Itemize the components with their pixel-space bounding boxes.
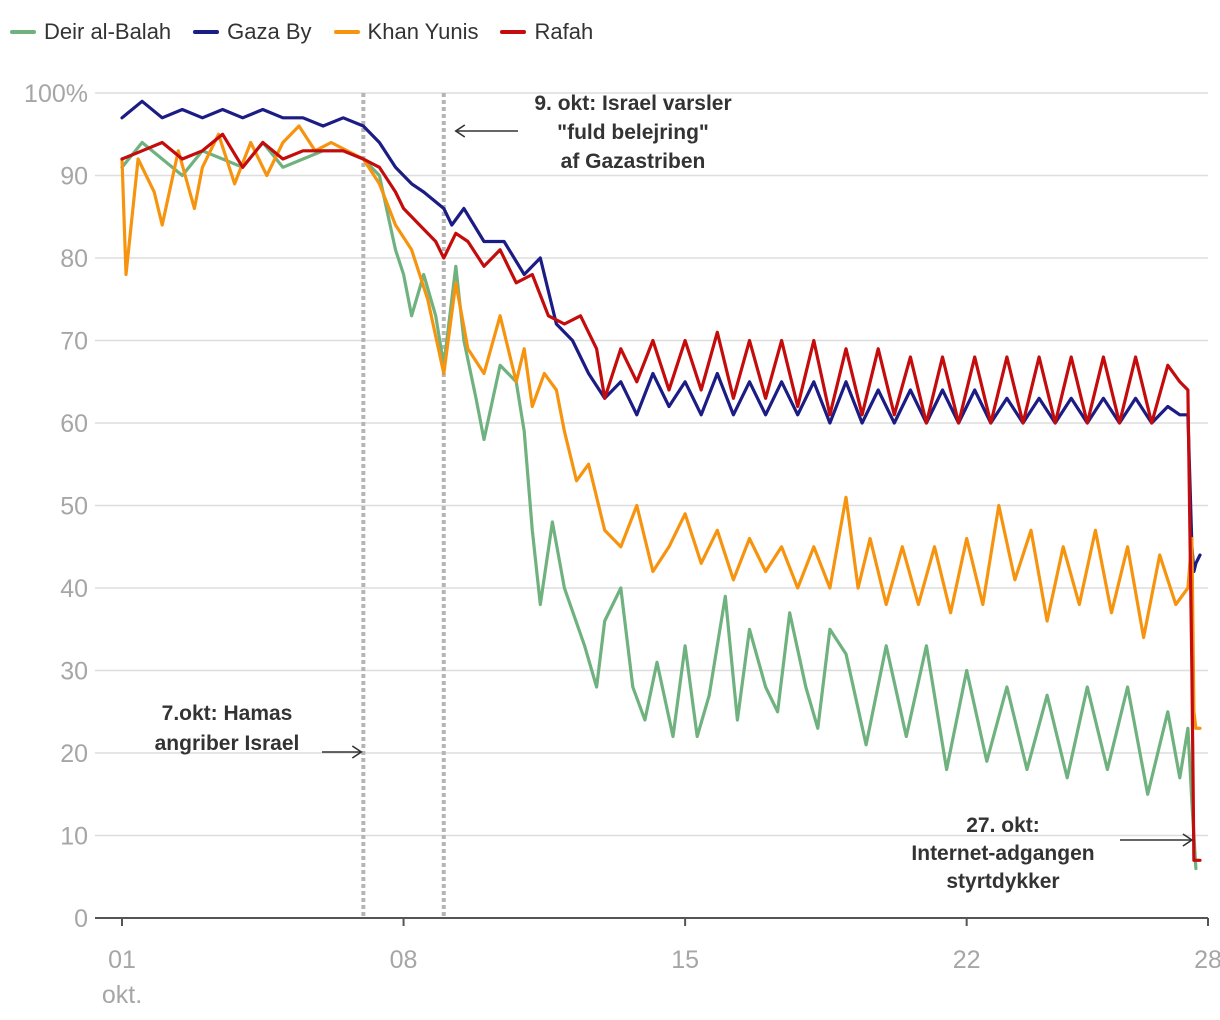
y-tick-label: 100% (24, 80, 88, 108)
plot-area (120, 99, 1202, 871)
x-axis-month-label: okt. (102, 981, 142, 1009)
annotation-text: af Gazastriben (561, 150, 706, 173)
y-tick-label: 80 (60, 245, 88, 273)
annotation-text: angriber Israel (155, 732, 300, 755)
x-tick-label: 22 (953, 946, 981, 974)
annotation-text: "fuld belejring" (557, 121, 709, 144)
y-tick-label: 30 (60, 658, 88, 686)
annotation-text: 7.okt: Hamas (162, 702, 293, 725)
legend-swatch (10, 30, 36, 34)
legend-item: Rafah (500, 19, 593, 45)
series-line (120, 99, 1202, 574)
legend-label: Rafah (534, 19, 594, 44)
x-tick-label: 01 (108, 946, 136, 974)
annotation-text: styrtdykker (946, 870, 1059, 893)
series-line (120, 132, 1202, 862)
series-line (120, 124, 1202, 730)
event-markers (361, 93, 446, 918)
legend-item: Deir al-Balah (10, 19, 171, 45)
annotation-text: 27. okt: (966, 814, 1040, 837)
legend-label: Gaza By (227, 19, 312, 44)
annotation-arrowhead (454, 124, 466, 138)
x-tick-label: 28 (1194, 946, 1220, 974)
legend-label: Khan Yunis (367, 19, 479, 44)
y-tick-label: 40 (60, 575, 88, 603)
annotation-arrowhead (1182, 833, 1194, 847)
y-tick-label: 20 (60, 740, 88, 768)
annotation-text: Internet-adgangen (911, 842, 1094, 865)
annotations: 7.okt: Hamas angriber Israel 9. okt: Israe… (155, 92, 1194, 893)
gridlines (95, 92, 1208, 837)
legend: Deir al-Balah Gaza By Khan Yunis Rafah (10, 14, 593, 50)
y-tick-label: 70 (60, 328, 88, 356)
y-tick-label: 90 (60, 163, 88, 191)
y-tick-label: 60 (60, 410, 88, 438)
axes: 0 10 20 30 40 50 60 70 80 90 100% 01 08 15 22 28 okt. (24, 80, 1220, 1009)
annotation-arrowhead (351, 745, 363, 759)
legend-item: Khan Yunis (333, 19, 479, 45)
legend-item: Gaza By (193, 19, 312, 45)
legend-swatch (333, 30, 360, 34)
annotation-text: 9. okt: Israel varsler (534, 92, 731, 115)
x-tick-label: 15 (671, 946, 699, 974)
legend-label: Deir al-Balah (44, 19, 172, 44)
legend-swatch (500, 30, 527, 34)
legend-swatch (193, 30, 220, 34)
y-tick-label: 0 (74, 905, 88, 933)
y-tick-label: 50 (60, 493, 88, 521)
y-tick-label: 10 (60, 823, 88, 851)
x-tick-label: 08 (390, 946, 418, 974)
